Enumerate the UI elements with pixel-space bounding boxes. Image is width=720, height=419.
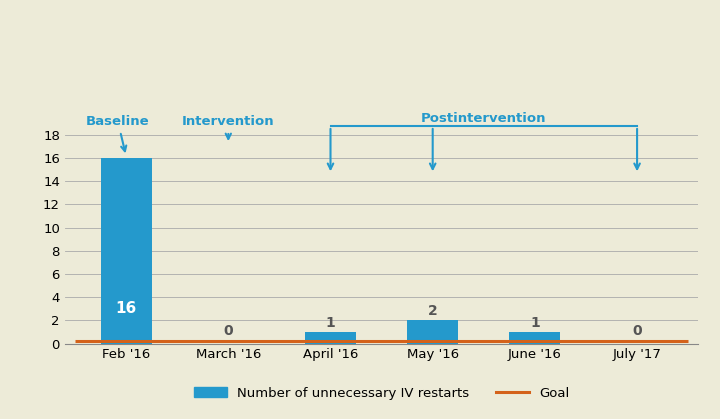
Text: 2: 2 <box>428 304 438 318</box>
Bar <box>407 321 458 344</box>
Text: 16: 16 <box>115 301 137 316</box>
Bar <box>305 332 356 344</box>
Text: Baseline: Baseline <box>86 115 150 151</box>
Text: Postintervention: Postintervention <box>421 111 546 124</box>
Text: 0: 0 <box>632 324 642 339</box>
Text: Intervention: Intervention <box>182 115 274 139</box>
Text: 0: 0 <box>223 324 233 339</box>
Text: 1: 1 <box>325 316 336 330</box>
Legend: Number of unnecessary IV restarts, Goal: Number of unnecessary IV restarts, Goal <box>189 381 575 405</box>
Bar <box>509 332 560 344</box>
Text: 1: 1 <box>530 316 540 330</box>
Bar <box>101 158 152 344</box>
